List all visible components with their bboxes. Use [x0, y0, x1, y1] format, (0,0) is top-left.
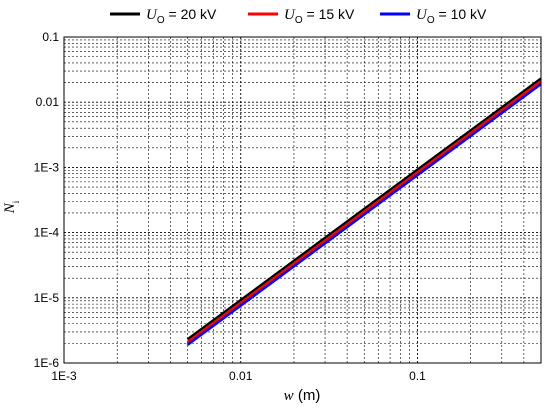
y-tick-label: 1E-4 [34, 226, 60, 240]
x-tick-labels: 1E-3 0.01 0.1 [51, 369, 426, 383]
x-tick-label: 0.01 [229, 369, 253, 383]
legend-label: UO = 15 kV [284, 6, 355, 26]
grid [64, 37, 541, 363]
y-tick-labels: 0.1 0.01 1E-3 1E-4 1E-5 1E-6 [34, 30, 60, 370]
y-tick-label: 1E-5 [34, 291, 60, 305]
x-axis-label: w (m) [284, 387, 321, 404]
y-tick-label: 0.1 [42, 30, 59, 44]
x-tick-label: 1E-3 [51, 369, 77, 383]
series-lines [186, 77, 542, 346]
legend: UO = 20 kV UO = 15 kV UO = 10 kV [110, 6, 487, 26]
y-tick-label: 1E-3 [34, 160, 60, 174]
plot-frame [63, 36, 542, 364]
legend-label: UO = 20 kV [146, 6, 217, 26]
y-tick-label: 1E-6 [34, 356, 60, 370]
y-axis-label: Ni [2, 200, 21, 214]
series-line [186, 77, 542, 341]
x-tick-label: 0.1 [409, 369, 426, 383]
legend-label: UO = 10 kV [416, 6, 487, 26]
series-line [186, 80, 542, 344]
series-line [186, 82, 542, 346]
y-tick-label: 0.01 [36, 95, 60, 109]
